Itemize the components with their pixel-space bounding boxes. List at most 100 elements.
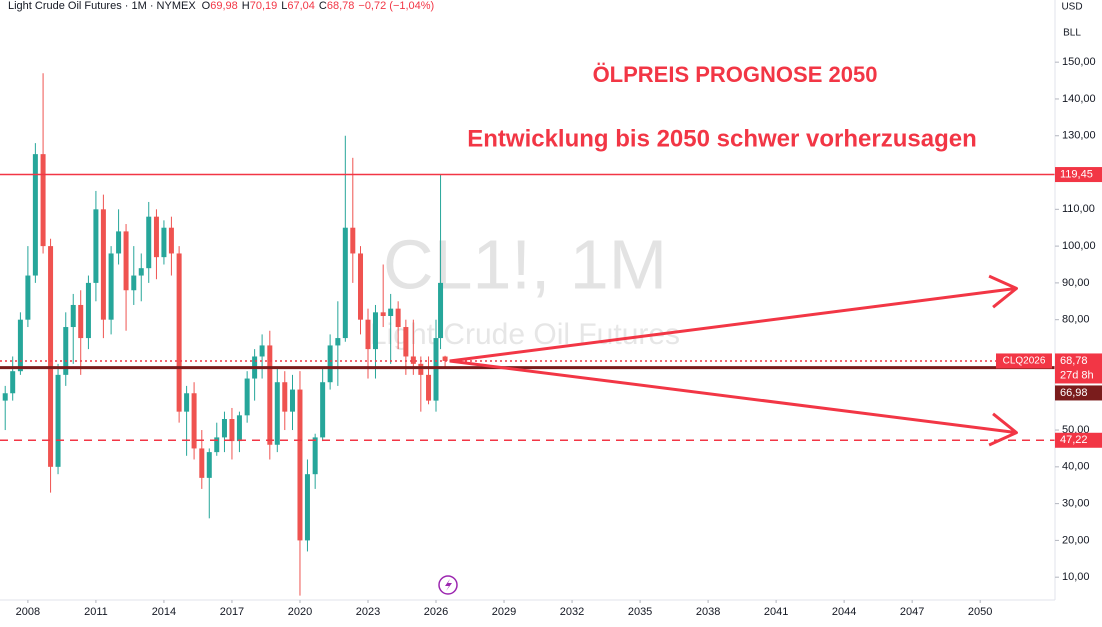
tag-label: CLQ2026: [1003, 356, 1046, 367]
price-label-box: [1055, 167, 1102, 183]
unit-label[interactable]: BLL: [1063, 28, 1081, 39]
ohlc-value: 69,98: [210, 0, 238, 12]
candle-body: [146, 216, 152, 269]
projection-arrowhead: [988, 274, 1018, 309]
candle-body: [2, 393, 8, 401]
x-tick-label: 2050: [968, 606, 992, 618]
x-tick-label: 2035: [628, 606, 652, 618]
event-icon-bolt: [445, 579, 452, 591]
plot: [0, 73, 1055, 596]
price-label-box: [1055, 353, 1102, 384]
candle-body: [342, 227, 348, 339]
candle-body: [320, 382, 326, 438]
candle-body: [78, 304, 84, 339]
ohlc-key: H: [242, 0, 250, 12]
candle-body: [312, 437, 318, 475]
change-value: −0,72 (−1,04%): [358, 0, 434, 12]
x-tick-label: 2011: [84, 606, 108, 618]
y-tick-label: 150,00: [1062, 56, 1096, 68]
price-label: 47,22: [1060, 434, 1088, 446]
projection-arrowhead: [988, 412, 1018, 447]
symbol-label: Light Crude Oil Futures · 1M · NYMEX: [8, 0, 196, 12]
price-label: 68,78: [1060, 355, 1088, 367]
x-tick-label: 2008: [16, 606, 40, 618]
candle-body: [184, 393, 190, 412]
ohlc-key: C: [319, 0, 327, 12]
x-tick-label: 2041: [764, 606, 788, 618]
candle-body: [259, 345, 265, 357]
x-tick-label: 2032: [560, 606, 584, 618]
x-tick-label: 2020: [288, 606, 312, 618]
candle-body: [229, 419, 235, 442]
candle-body: [93, 209, 99, 283]
candle-body: [289, 389, 295, 412]
candle-body: [395, 308, 401, 328]
y-tick-label: 20,00: [1062, 534, 1090, 546]
projection-arrow: [449, 359, 1017, 435]
candle-body: [70, 304, 76, 328]
candle-body: [168, 227, 174, 254]
price-label-box: [1055, 385, 1102, 401]
candle-body: [10, 371, 16, 394]
x-tick-label: 2029: [492, 606, 516, 618]
candle-body: [40, 154, 46, 247]
candle-body: [438, 282, 444, 339]
y-tick-label: 110,00: [1062, 203, 1095, 215]
candle-body: [372, 312, 378, 350]
candle-body: [433, 338, 439, 401]
y-tick-label: 130,00: [1062, 130, 1096, 142]
ohlc-value: 70,19: [250, 0, 278, 12]
y-tick-label: 80,00: [1062, 314, 1090, 326]
candle-body: [55, 374, 61, 467]
y-tick-label: 140,00: [1062, 93, 1096, 105]
candle-body: [100, 209, 106, 320]
candle-body: [365, 319, 371, 350]
candle-body: [410, 356, 416, 364]
ohlc-key: O: [202, 0, 211, 12]
x-tick-label: 2026: [424, 606, 448, 618]
countdown-label: 27d 8h: [1060, 369, 1094, 381]
x-tick-label: 2047: [900, 606, 924, 618]
candle-body: [108, 253, 114, 320]
candle-body: [244, 378, 250, 416]
candle-body: [85, 282, 91, 339]
candle-body: [236, 415, 242, 442]
x-tick-label: 2044: [832, 606, 856, 618]
x-tick-label: 2023: [356, 606, 380, 618]
candle-body: [418, 363, 424, 375]
y-tick-label: 40,00: [1062, 461, 1090, 473]
watermark-name: Light Crude Oil Futures: [370, 318, 680, 351]
candle-body: [335, 338, 341, 346]
candle-body: [221, 419, 227, 438]
candle-body: [267, 345, 273, 445]
candle-body: [442, 356, 448, 361]
currency-label[interactable]: USD: [1061, 2, 1082, 13]
tag-box: [996, 353, 1052, 369]
ohlc-key: L: [281, 0, 287, 12]
candle-body: [327, 345, 333, 383]
candle-body: [380, 312, 386, 317]
candle-body: [274, 382, 280, 445]
price-label: 66,98: [1060, 387, 1088, 399]
price-label-box: [1055, 432, 1102, 448]
y-tick-label: 30,00: [1062, 498, 1090, 510]
candle-body: [191, 393, 197, 449]
projection-arrow: [449, 286, 1017, 363]
candle-body: [176, 253, 182, 412]
candle-body: [403, 327, 409, 357]
candle-body: [358, 253, 364, 320]
y-tick-label: 10,00: [1062, 571, 1090, 583]
ohlc-value: 67,04: [287, 0, 315, 12]
x-tick-label: 2014: [152, 606, 176, 618]
candle-body: [48, 246, 54, 467]
x-tick-label: 2017: [220, 606, 244, 618]
candle-body: [153, 216, 159, 258]
candle-body: [161, 227, 167, 258]
candle-body: [138, 268, 144, 276]
candle-body: [63, 327, 69, 375]
chart-title: ÖLPREIS PROGNOSE 2050: [593, 62, 878, 87]
candle-body: [206, 452, 212, 478]
candle-body: [297, 389, 303, 541]
